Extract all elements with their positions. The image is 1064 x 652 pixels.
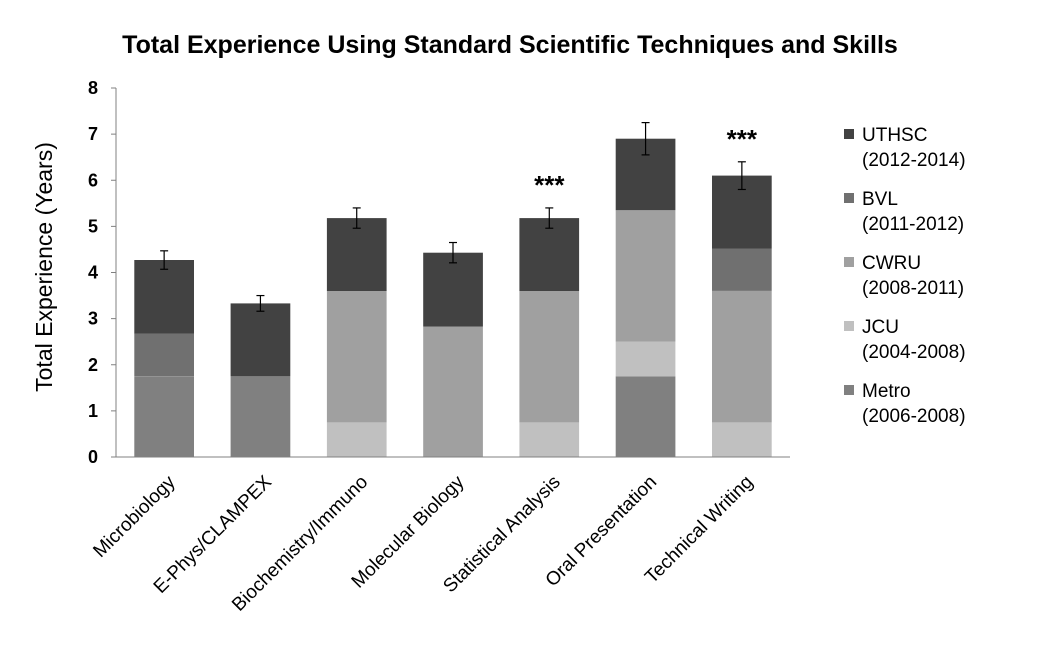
x-tick-label-0: Microbiology	[89, 471, 180, 562]
bar-segment-0-0	[134, 376, 194, 457]
bar-segment-3-6	[712, 248, 772, 291]
legend-label-0: UTHSC (2012-2014)	[862, 125, 966, 171]
y-tick-label-7: 7	[88, 124, 98, 144]
legend-label-3: JCU (2004-2008)	[862, 317, 966, 363]
y-tick-label-0: 0	[88, 447, 98, 467]
y-tick-label-1: 1	[88, 401, 98, 421]
bar-segment-4-2	[326, 218, 387, 291]
bar-segment-2-3	[423, 326, 483, 457]
bar-segment-2-5	[615, 210, 676, 342]
bar-segment-0-1	[230, 376, 291, 457]
legend-swatch-0	[844, 129, 854, 139]
significance-annotation-1: ***	[727, 124, 758, 154]
legend-label-1: BVL (2011-2012)	[862, 189, 964, 235]
y-tick-label-5: 5	[88, 216, 98, 236]
bar-segment-4-1	[230, 303, 291, 377]
bar-segment-0-5	[615, 376, 676, 457]
bar-segment-2-6	[712, 290, 772, 423]
bars-group	[134, 138, 772, 457]
x-tick-label-6: Technical Writing	[641, 472, 757, 588]
bar-segment-1-6	[712, 422, 772, 457]
bar-segment-1-2	[326, 422, 387, 457]
bar-segment-4-4	[519, 218, 580, 291]
y-tick-label-2: 2	[88, 355, 98, 375]
bar-segment-3-0	[134, 333, 194, 377]
legend-swatch-2	[844, 257, 854, 267]
y-tick-label-8: 8	[88, 78, 98, 98]
x-ticks-group: MicrobiologyE-Phys/CLAMPEXBiochemistry/I…	[89, 471, 757, 615]
significance-annotation-0: ***	[534, 170, 565, 200]
legend-swatch-3	[844, 321, 854, 331]
bar-segment-4-0	[134, 260, 194, 334]
y-ticks-group: 0 1 2 3 4 5 6 7 8	[88, 78, 116, 467]
bar-segment-2-2	[326, 290, 387, 423]
annotations-group: *** ***	[534, 124, 758, 200]
error-bars-group	[160, 121, 746, 312]
legend: UTHSC (2012-2014) BVL (2011-2012) CWRU (2008-…	[844, 125, 966, 427]
legend-swatch-4	[844, 385, 854, 395]
legend-label-4: Metro (2006-2008)	[862, 381, 966, 427]
legend-swatch-1	[844, 193, 854, 203]
bar-segment-4-3	[423, 252, 483, 327]
bar-segment-1-5	[615, 341, 676, 377]
y-tick-label-3: 3	[88, 309, 98, 329]
bar-segment-2-4	[519, 290, 580, 423]
y-tick-label-6: 6	[88, 170, 98, 190]
y-tick-label-4: 4	[88, 263, 98, 283]
y-axis-label: Total Experience (Years)	[31, 142, 57, 392]
bar-segment-1-4	[519, 422, 580, 457]
legend-label-2: CWRU (2008-2011)	[862, 253, 964, 299]
chart-title: Total Experience Using Standard Scientif…	[122, 31, 898, 59]
